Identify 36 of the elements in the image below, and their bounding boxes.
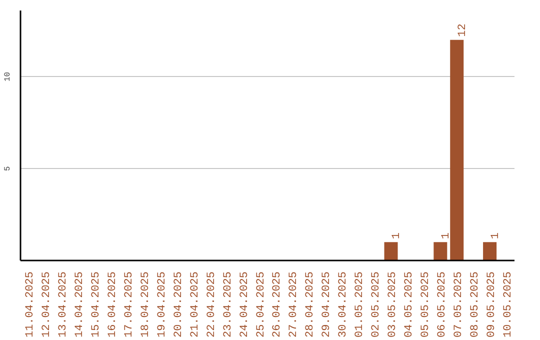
x-tick-label: 20.04.2025 xyxy=(172,271,185,338)
x-tick-label: 02.05.2025 xyxy=(370,271,383,338)
x-tick-label: 28.04.2025 xyxy=(304,271,317,338)
x-tick-label: 16.04.2025 xyxy=(107,271,120,338)
x-tick-label: 19.04.2025 xyxy=(156,271,168,338)
x-tick-label: 14.04.2025 xyxy=(74,271,86,338)
x-tick-label: 27.04.2025 xyxy=(288,271,300,338)
x-tick-label: 06.05.2025 xyxy=(436,271,448,338)
y-tick-label: 10 xyxy=(4,72,12,82)
data-label: 1 xyxy=(391,232,403,240)
x-tick-label: 03.05.2025 xyxy=(387,271,399,338)
x-tick-label: 30.04.2025 xyxy=(338,271,350,338)
data-label: 1 xyxy=(490,232,502,240)
x-tick-label: 22.04.2025 xyxy=(206,271,218,338)
x-tick-label: 21.04.2025 xyxy=(189,271,202,338)
x-tick-label: 23.04.2025 xyxy=(222,271,234,338)
x-tick-label: 13.04.2025 xyxy=(58,271,70,338)
x-tick-label: 08.05.2025 xyxy=(469,271,482,338)
x-tick-label: 09.05.2025 xyxy=(486,271,498,338)
data-label: 1 xyxy=(440,232,452,240)
x-tick-label: 10.05.2025 xyxy=(502,271,514,338)
x-tick-label: 25.04.2025 xyxy=(255,271,268,338)
x-tick-label: 26.04.2025 xyxy=(272,271,284,338)
x-tick-label: 29.04.2025 xyxy=(321,271,334,338)
x-tick-label: 12.04.2025 xyxy=(41,271,54,338)
x-tick-label: 17.04.2025 xyxy=(124,271,136,338)
x-tick-label: 01.05.2025 xyxy=(354,271,366,338)
x-tick-label: 15.04.2025 xyxy=(90,271,103,338)
x-tick-label: 05.05.2025 xyxy=(420,271,432,338)
x-tick-label: 18.04.2025 xyxy=(140,271,152,338)
x-tick-label: 11.04.2025 xyxy=(24,271,37,338)
data-label: 12 xyxy=(456,24,469,37)
x-tick-label: 04.05.2025 xyxy=(403,271,416,338)
x-tick-label: 24.04.2025 xyxy=(238,271,251,338)
y-tick-label: 5 xyxy=(4,166,12,171)
x-tick-label: 07.05.2025 xyxy=(452,271,465,338)
